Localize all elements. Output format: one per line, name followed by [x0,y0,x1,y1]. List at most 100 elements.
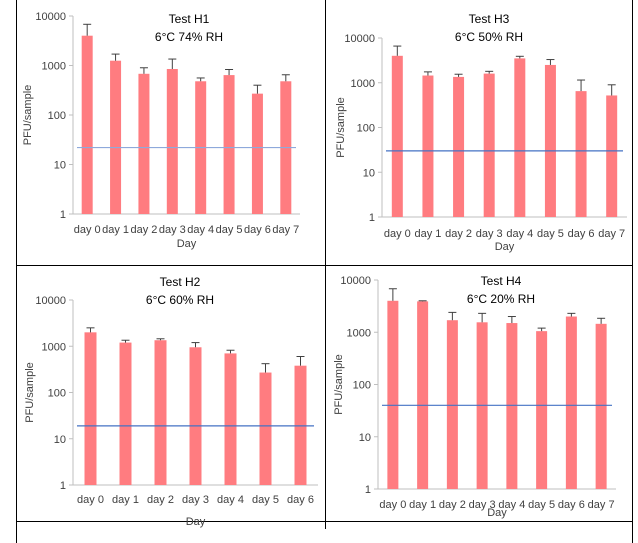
bar-day-5 [544,64,556,217]
chart-subtitle: 6°C 60% RH [146,293,214,307]
bar-day-5 [259,372,272,485]
chart-title: Test H3 [469,12,510,26]
y-axis-label: PFU/sample [22,85,34,146]
y-tick-label: 1000 [347,327,371,339]
chart-subtitle: 6°C 50% RH [455,30,523,44]
x-tick-label: day 0 [384,228,411,240]
x-tick-label: day 4 [506,228,533,240]
x-tick-label: day 5 [537,228,564,240]
chart-subtitle: 6°C 74% RH [155,30,223,44]
bar-day-3 [483,73,495,217]
chart-title: Test H1 [169,12,210,26]
x-tick-label: day 0 [74,224,101,236]
bar-day-1 [422,75,434,217]
y-tick-label: 100 [357,123,375,135]
y-tick-label: 1000 [42,61,66,73]
y-tick-label: 1 [365,484,371,496]
x-tick-label: day 1 [102,224,129,236]
y-axis-label: PFU/sample [24,362,36,423]
y-tick-label: 1000 [42,341,66,353]
bar-day-2 [138,73,150,215]
panel-divider-bottom [16,521,633,522]
y-tick-label: 10000 [35,11,66,23]
y-tick-label: 1 [369,212,375,224]
bar-day-1 [110,60,122,214]
bar-day-4 [506,323,518,489]
x-tick-label: day 2 [439,499,466,511]
bar-day-2 [446,320,458,489]
y-tick-label: 10 [359,432,371,444]
x-tick-label: day 2 [445,228,472,240]
bar-day-7 [606,95,618,217]
y-tick-label: 10 [54,434,66,446]
bar-day-0 [387,300,399,489]
x-axis-label: Day [186,516,206,528]
y-tick-label: 10000 [35,295,66,307]
x-tick-label: day 5 [528,499,555,511]
x-tick-label: day 3 [476,228,503,240]
x-tick-label: day 6 [568,228,595,240]
x-axis-label: Day [487,507,507,519]
x-tick-label: day 7 [588,499,615,511]
y-tick-label: 1 [60,480,66,492]
bar-day-0 [84,332,97,485]
bar-day-2 [453,76,465,217]
figure-frame [16,0,633,543]
chart-test-h2: Test H2 6°C 60% RH 1 10 100 1000 10000 day 0 day… [24,275,318,528]
x-tick-label: day 1 [112,494,139,506]
y-axis-label: PFU/sample [335,97,347,158]
bar-day-0 [391,55,403,217]
chart-title: Test H4 [481,274,522,288]
y-tick-label: 100 [48,110,66,122]
bar-day-3 [166,68,178,214]
bar-day-3 [189,347,202,485]
x-tick-label: day 4 [217,494,244,506]
panel-divider-horizontal [16,265,633,266]
y-axis-label: PFU/sample [333,354,345,415]
x-tick-label: day 6 [244,224,271,236]
x-tick-label: day 7 [272,224,299,236]
bar-day-6 [575,91,587,217]
x-tick-label: day 1 [414,228,441,240]
y-tick-label: 1 [60,209,66,221]
x-axis-label: Day [495,241,515,253]
y-tick-label: 10 [54,160,66,172]
y-tick-label: 100 [353,380,371,392]
y-tick-label: 10000 [340,275,371,287]
bar-day-4 [514,58,526,217]
x-tick-label: day 6 [287,494,314,506]
bar-day-6 [251,93,263,214]
x-tick-label: day 6 [558,499,585,511]
chart-subtitle: 6°C 20% RH [467,292,535,306]
x-tick-label: day 1 [409,499,436,511]
x-tick-label: day 3 [159,224,186,236]
x-tick-label: day 3 [469,499,496,511]
y-tick-label: 100 [48,388,66,400]
x-tick-label: day 4 [187,224,214,236]
x-tick-label: day 5 [252,494,279,506]
y-tick-label: 10 [363,167,375,179]
bar-day-1 [119,342,132,485]
x-tick-label: day 3 [182,494,209,506]
x-tick-label: day 5 [216,224,243,236]
y-tick-label: 10000 [344,33,375,45]
bar-day-6 [565,316,577,489]
x-tick-label: day 7 [598,228,625,240]
x-tick-label: day 2 [147,494,174,506]
bar-day-5 [536,331,548,489]
x-tick-label: day 4 [498,499,525,511]
x-tick-label: day 0 [77,494,104,506]
x-tick-label: day 2 [130,224,157,236]
bar-day-4 [224,353,237,485]
x-tick-label: day 0 [379,499,406,511]
y-tick-label: 1000 [351,78,375,90]
bar-day-2 [154,340,167,485]
panel-divider-vertical [325,0,326,529]
bar-day-1 [417,301,429,489]
bar-day-5 [223,75,235,215]
x-axis-label: Day [177,238,197,250]
bar-day-0 [81,35,93,214]
